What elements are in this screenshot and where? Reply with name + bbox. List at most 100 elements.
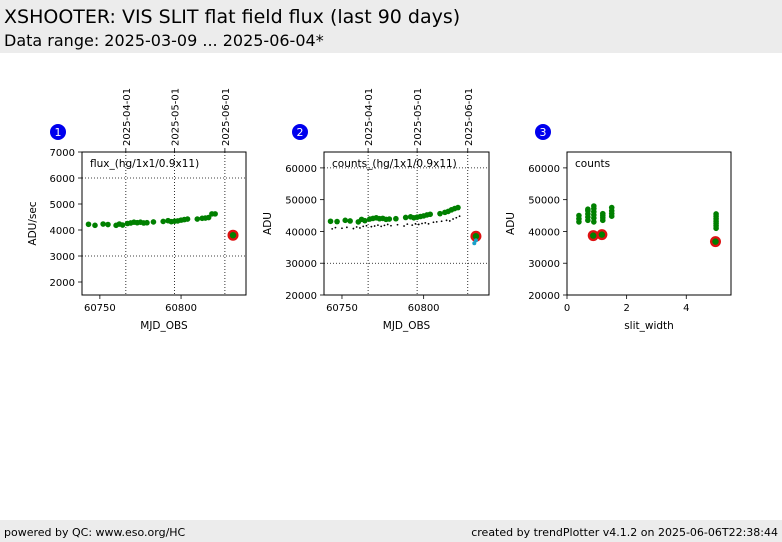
panel-annotation: counts: [575, 158, 610, 170]
y-tick-label: 50000: [528, 196, 560, 207]
secondary-point: [417, 223, 420, 226]
data-range-subtitle: Data range: 2025-03-09 ... 2025-06-04*: [4, 31, 324, 50]
x-tick-label: 60800: [408, 303, 440, 314]
secondary-point: [334, 226, 337, 229]
panel-badge: [292, 124, 308, 140]
x-axis-label: MJD_OBS: [140, 320, 188, 332]
y-tick-label: 20000: [285, 291, 317, 302]
panel-badge-number: 1: [55, 126, 62, 139]
chart-panel-1: 1 2025-04-01 2025-05-01 2025-06-01 60750 6080…: [27, 88, 247, 332]
data-point: [144, 219, 150, 226]
secondary-point: [455, 216, 458, 219]
panel-annotation: flux_(hg/1x1/0.9x11): [90, 158, 199, 170]
secondary-point: [448, 220, 451, 222]
data-point: [402, 214, 409, 221]
secondary-point: [406, 223, 409, 226]
panel-badge-number: 2: [297, 126, 304, 139]
data-point: [119, 222, 126, 228]
secondary-point: [365, 224, 368, 227]
date-tick-label: 2025-04-01: [364, 88, 375, 146]
data-point: [334, 218, 340, 225]
secondary-point: [390, 224, 392, 227]
data-point: [599, 210, 606, 217]
data-point: [212, 211, 218, 217]
y-tick-label: 20000: [528, 291, 560, 302]
footer-created-by: created by trendPlotter v4.1.2 on 2025-0…: [471, 526, 778, 539]
y-tick-label: 50000: [285, 196, 317, 207]
y-tick-label: 60000: [528, 164, 560, 175]
y-tick-label: 6000: [50, 174, 75, 185]
x-axis-label: slit_width: [624, 320, 674, 332]
date-tick-label: 2025-06-01: [221, 88, 232, 146]
secondary-point: [380, 225, 383, 228]
secondary-point: [373, 225, 376, 227]
plot-frame: [81, 151, 247, 296]
data-point: [386, 216, 393, 222]
panel-annotation: counts_(hg/1x1/0.9x11): [332, 158, 457, 170]
secondary-point: [355, 226, 358, 228]
data-point: [327, 218, 334, 225]
secondary-point: [424, 221, 427, 224]
data-point: [591, 203, 597, 209]
secondary-point: [452, 218, 454, 220]
y-axis-label: ADU/sec: [27, 201, 39, 245]
secondary-point: [445, 219, 448, 222]
y-tick-label: 4000: [50, 226, 75, 237]
reference-point-core: [598, 231, 606, 238]
y-tick-label: 40000: [285, 227, 317, 238]
secondary-point: [352, 227, 355, 230]
y-axis-label: ADU: [262, 212, 274, 235]
y-tick-label: 5000: [50, 200, 75, 211]
reference-point-core: [472, 233, 480, 240]
y-tick-label: 7000: [50, 148, 75, 159]
reference-point-core: [712, 238, 719, 245]
y-tick-label: 2000: [50, 278, 75, 289]
plot-frame: [323, 151, 490, 296]
x-tick-label: 60750: [326, 303, 358, 314]
data-point: [455, 204, 461, 211]
panel-badge-number: 3: [540, 126, 547, 139]
data-point: [160, 218, 166, 225]
y-tick-label: 60000: [285, 164, 317, 175]
secondary-point: [377, 224, 379, 226]
data-point: [205, 214, 212, 221]
y-axis-label: ADU: [505, 212, 517, 235]
footer-powered-by: powered by QC: www.eso.org/HC: [4, 526, 186, 539]
header-bar: XSHOOTER: VIS SLIT flat field flux (last…: [0, 0, 782, 53]
date-tick-label: 2025-06-01: [464, 88, 475, 146]
secondary-point: [386, 223, 389, 226]
data-point: [608, 204, 615, 211]
y-tick-label: 30000: [528, 259, 560, 270]
secondary-point: [403, 225, 405, 227]
data-point: [437, 210, 443, 217]
data-point: [347, 218, 353, 224]
x-axis-label: MJD_OBS: [383, 320, 431, 332]
panel-badge: [535, 124, 551, 140]
cyan-point: [472, 241, 477, 246]
secondary-point: [432, 221, 435, 224]
secondary-point: [411, 224, 414, 226]
y-tick-label: 30000: [285, 259, 317, 270]
page-title: XSHOOTER: VIS SLIT flat field flux (last…: [4, 6, 461, 28]
data-point: [105, 221, 111, 228]
secondary-point: [458, 215, 461, 218]
x-tick-label: 0: [564, 303, 570, 314]
secondary-point: [414, 222, 417, 225]
secondary-point: [359, 227, 361, 229]
data-point: [576, 212, 582, 219]
data-point: [85, 221, 92, 228]
data-point: [585, 206, 591, 212]
data-point: [184, 216, 191, 222]
secondary-point: [440, 220, 443, 223]
secondary-point: [396, 223, 399, 226]
secondary-point: [341, 227, 343, 230]
y-tick-label: 40000: [528, 227, 560, 238]
secondary-point: [427, 222, 430, 225]
data-point: [362, 217, 368, 224]
chart-panel-2: 2 2025-04-01 2025-05-01 2025-06-01 60750 6080…: [262, 88, 490, 332]
data-point: [393, 215, 399, 222]
secondary-point: [383, 224, 386, 227]
x-tick-label: 60800: [165, 303, 197, 314]
date-tick-label: 2025-04-01: [122, 88, 133, 146]
